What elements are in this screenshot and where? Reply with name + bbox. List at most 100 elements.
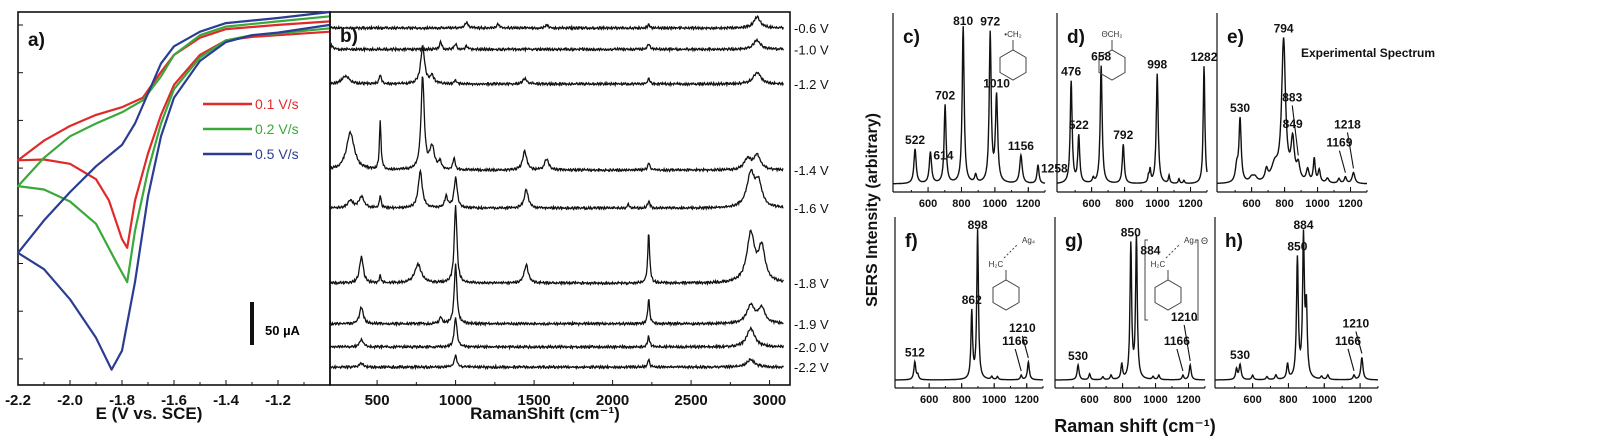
trace-potential-label: -1.8 V — [794, 276, 829, 291]
peak-label: 512 — [905, 346, 925, 360]
benzene-ring-icon — [999, 49, 1027, 81]
peak-label: 1166 — [1164, 334, 1190, 348]
legend-label: 0.2 V/s — [255, 121, 299, 137]
raman-trace — [329, 354, 784, 371]
spectrum-line — [1215, 229, 1378, 381]
raman-trace — [329, 15, 785, 31]
trace-potential-label: -1.4 V — [794, 163, 829, 178]
panel-label: h) — [1225, 231, 1243, 252]
peak-label: 702 — [935, 88, 955, 102]
peak-label: 658 — [1091, 50, 1111, 64]
peak-label: 1218 — [1334, 117, 1361, 131]
peak-label: 850 — [1121, 225, 1141, 239]
molecule-inset: •CH₂ — [999, 30, 1027, 81]
x-tick-label: 1000 — [1305, 198, 1329, 210]
x-tick-label: 1000 — [982, 394, 1006, 406]
group-label: H₂C — [989, 260, 1004, 269]
legend-label: 0.5 V/s — [255, 146, 299, 162]
x-tick-label: 600 — [919, 198, 937, 210]
x-tick-label: -2.2 — [5, 392, 31, 409]
peak-arrow — [1338, 150, 1346, 173]
peak-label: 1210 — [1171, 310, 1198, 324]
peak-label: 476 — [1061, 65, 1081, 79]
panel-label: f) — [905, 231, 918, 252]
panel-label: d) — [1067, 27, 1085, 48]
trace-potential-label: -0.6 V — [794, 21, 829, 36]
trace-potential-label: -1.9 V — [794, 317, 829, 332]
peak-label: 898 — [968, 218, 988, 232]
scale-bar-label: 50 µA — [265, 323, 301, 338]
peak-label: 849 — [1283, 117, 1303, 131]
bracket-right — [1195, 239, 1199, 321]
panel-d: 600 800 1000 1200 d) ΘCH₂ 476 522 658 792 998 1282 — [1056, 13, 1218, 210]
panel-label: e) — [1227, 27, 1244, 48]
group-label: ΘCH₂ — [1102, 30, 1123, 39]
benzene-ring-icon — [1098, 49, 1126, 81]
peak-label: 522 — [905, 133, 925, 147]
metal-label: Ag₄ — [1022, 236, 1035, 245]
peak-label: 884 — [1293, 218, 1313, 232]
metal-label: Ag₄ — [1184, 236, 1197, 245]
panel-c: 600 800 1000 1200 c) •CH₂ 522 614 702 810 972 1010 1… — [892, 13, 1068, 210]
x-tick-label: 1200 — [1348, 394, 1372, 406]
raman-trace — [329, 76, 784, 173]
cv-curve-02 — [16, 15, 331, 284]
x-tick-label: 1000 — [983, 198, 1007, 210]
x-tick-label: 1200 — [1338, 198, 1362, 210]
panel-label: b) — [340, 26, 358, 47]
peak-arrow — [1291, 105, 1299, 156]
annotation: Experimental Spectrum — [1301, 46, 1435, 60]
x-tick-label: 600 — [920, 394, 938, 406]
peak-label: 1166 — [1335, 334, 1361, 348]
peak-arrow — [1355, 331, 1363, 354]
x-tick-label: -1.2 — [265, 392, 291, 409]
x-tick-label: 1200 — [1178, 198, 1202, 210]
x-tick-label: 800 — [1279, 394, 1297, 406]
x-tick-label: -1.4 — [213, 392, 240, 409]
peak-label: 998 — [1147, 58, 1167, 72]
peak-arrow — [1014, 348, 1022, 372]
x-tick-label: 1000 — [1145, 198, 1169, 210]
trace-potential-label: -2.0 V — [794, 340, 829, 355]
peak-label: 1010 — [983, 76, 1010, 90]
x-tick-label: 800 — [1113, 394, 1131, 406]
raman-trace — [329, 205, 784, 286]
bracket-left — [1144, 239, 1148, 321]
peak-label: 1258 — [1041, 162, 1068, 176]
trace-potential-label: -2.2 V — [794, 360, 829, 375]
peak-label: 1282 — [1191, 50, 1218, 64]
benzene-ring-icon — [992, 279, 1020, 311]
panel-a: -2.2 -2.0 -1.8 -1.6 -1.4 -1.2 a) E (V vs. SCE) 0… — [5, 10, 331, 423]
plot-frame — [329, 11, 791, 386]
x-tick-label: 500 — [365, 392, 390, 409]
raman-trace — [329, 44, 784, 88]
molecule-inset: H₂C Ag₄ Θ — [1144, 236, 1208, 321]
peak-label: 972 — [980, 15, 1000, 29]
raman-trace — [329, 168, 784, 211]
spectrum-line — [1217, 37, 1367, 185]
x-tick-label: 600 — [1082, 198, 1100, 210]
benzene-ring-icon — [1154, 279, 1182, 311]
x-tick-label: 800 — [1115, 198, 1133, 210]
raman-trace — [329, 37, 784, 53]
trace-potential-label: -1.0 V — [794, 42, 829, 57]
spectrum-line — [1056, 65, 1208, 184]
y-axis-label-right: SERS Intensity (arbitrary) — [864, 113, 881, 307]
peak-label: 862 — [962, 293, 982, 307]
panel-label: c) — [903, 27, 920, 48]
peak-label: 1156 — [1008, 139, 1034, 153]
peak-arrow — [1347, 348, 1355, 371]
x-tick-label: -1.6 — [161, 392, 187, 409]
raman-trace — [329, 263, 784, 328]
peak-label: 883 — [1282, 90, 1302, 104]
x-tick-label: 800 — [1275, 198, 1293, 210]
x-tick-label: 1200 — [1176, 394, 1200, 406]
x-tick-label: 1200 — [1016, 198, 1040, 210]
spectrum-line — [895, 229, 1043, 381]
panel-g: 600 800 1000 1200 g) H₂C Ag₄ Θ 530 850 884 1166 1210 — [1054, 217, 1208, 406]
peak-arrow — [1176, 348, 1184, 372]
panel-b: 500 1000 1500 2000 2500 3000 b) RamanShift (cm⁻… — [329, 11, 829, 423]
peak-label: 1166 — [1002, 334, 1028, 348]
peak-arrow — [1346, 132, 1355, 169]
